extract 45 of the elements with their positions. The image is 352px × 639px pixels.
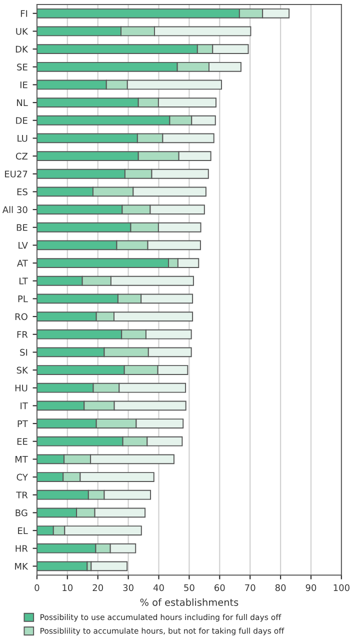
bar [90,561,128,572]
y-tick-label: LV [18,242,28,249]
y-tick-label: FR [17,331,28,338]
x-tick-label: 100 [334,584,350,592]
y-tick-label: All 30 [2,206,28,214]
y-tick-label: SE [17,64,28,70]
y-tick-label: TR [16,492,28,498]
x-tick-label: 60 [214,584,225,592]
y-tick-label: SI [20,348,28,356]
x-tick-label: 20 [92,584,103,592]
x-tick-label: 90 [306,584,316,592]
y-tick-label: AT [17,260,28,266]
y-tick-label: CZ [16,152,28,160]
x-tick-label: 0 [34,584,40,592]
x-tick-label: 50 [184,584,194,592]
y-tick-label: FI [20,10,28,17]
y-tick-label: IT [20,402,28,410]
y-tick-label: MK [15,563,28,570]
y-tick-label: SK [16,366,28,374]
y-tick-label: HU [15,384,28,392]
y-tick-label: LT [20,278,28,284]
x-tick-label: 30 [123,584,134,592]
y-tick-label: HR [16,545,28,552]
x-tick-label: 10 [62,584,73,592]
y-tick-label: NL [17,99,28,106]
y-tick-label: IE [20,82,28,88]
x-axis-title: % of establishments [140,598,238,606]
y-tick-label: DE [16,117,28,124]
y-tick-label: BG [16,509,28,516]
y-tick-label: RO [15,313,28,320]
y-tick-label: EU27 [5,170,28,178]
y-tick-label: EE [17,438,28,445]
y-tick-label: LU [18,135,28,142]
x-tick-label: 80 [275,584,286,592]
y-tick-label: PL [18,296,28,302]
x-tick-label: 40 [153,584,164,592]
y-tick-label: DK [16,46,28,52]
x-tick-label: 70 [245,584,256,592]
y-tick-label: EL [18,527,28,534]
y-tick-label: CY [16,474,28,481]
y-tick-label: UK [16,28,28,35]
y-tick-label: ES [17,188,28,196]
y-tick-label: BE [16,224,28,231]
y-tick-label: MT [16,456,28,463]
y-tick-label: PT [18,420,28,427]
